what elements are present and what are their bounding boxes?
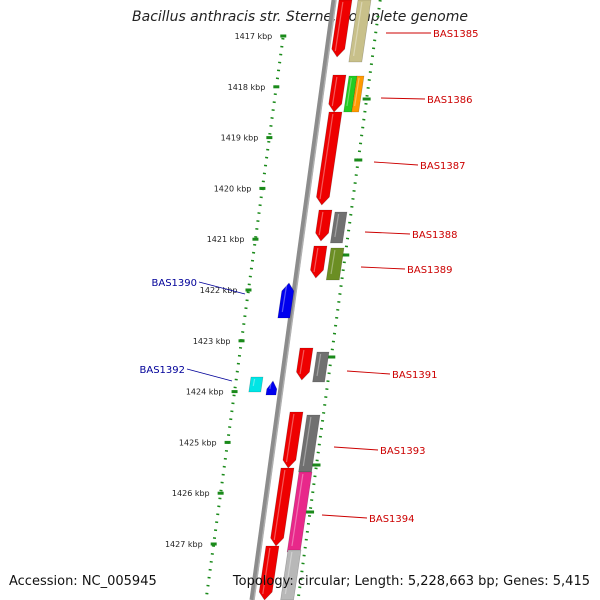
cds-bas1394-sheen	[273, 469, 286, 541]
ruler-tick-label: 1426 kbp	[172, 489, 210, 498]
ruler-dotted-line	[204, 37, 285, 600]
label-leader-line	[186, 368, 233, 382]
ruler-tick-label: 1423 kbp	[193, 337, 231, 346]
feature-khaki-1385-sheen	[353, 1, 363, 57]
label-leader-line	[373, 161, 419, 166]
label-leader-line	[380, 97, 426, 100]
ruler-tick-label: 1422 kbp	[200, 286, 238, 295]
gene-label-bas1387: BAS1387	[420, 161, 466, 172]
ruler-tick-label: 1427 kbp	[165, 540, 203, 549]
feature-olive-1389-sheen	[330, 249, 336, 275]
feature-magenta-1394-sheen	[291, 473, 304, 547]
cds-bas1388-sheen	[318, 211, 324, 236]
feature-khaki-1385	[348, 0, 372, 63]
gene-label-bas1394: BAS1394	[369, 514, 415, 525]
gene-label-bas1388: BAS1388	[412, 230, 458, 241]
cds-bas1387	[316, 111, 343, 206]
label-leader-line	[333, 446, 379, 451]
cds-bas1392	[248, 376, 264, 393]
gene-label-bas1390: BAS1390	[152, 278, 198, 289]
cds-bas1391-sheen	[299, 349, 305, 375]
ruler-tick-label: 1424 kbp	[186, 388, 224, 397]
cds-bas1393-sheen	[285, 413, 295, 463]
gene-label-bas1385: BAS1385	[433, 29, 479, 40]
cds-bas1393	[282, 411, 304, 469]
cds-bas1389-sheen	[313, 247, 319, 273]
cds-bas1386-sheen	[331, 76, 338, 107]
cds-bas1395-sheen	[262, 547, 271, 595]
gene-label-bas1393: BAS1393	[380, 446, 426, 457]
ruler-tick-label: 1418 kbp	[228, 83, 266, 92]
cds-bas1392-sheen	[252, 378, 256, 387]
feature-gray-1388-sheen	[334, 213, 340, 238]
cds-bas1392-small-sheen	[269, 382, 272, 390]
genome-summary-text: Topology: circular; Length: 5,228,663 bp…	[232, 574, 590, 589]
ruler-tick-label: 1417 kbp	[235, 32, 273, 41]
backbone-line	[249, 0, 337, 600]
feature-gray-1391	[312, 351, 330, 383]
gene-label-bas1391: BAS1391	[392, 370, 438, 381]
cds-bas1386	[328, 74, 347, 113]
ruler-tick-label: 1420 kbp	[214, 184, 252, 193]
feature-olive-1389	[325, 247, 345, 281]
ruler-tick-label: 1421 kbp	[207, 235, 245, 244]
accession-text: Accession: NC_005945	[9, 574, 157, 589]
cds-bas1385-sheen	[334, 1, 344, 52]
cds-bas1388	[315, 209, 333, 242]
feature-lightgray-1395	[280, 549, 302, 600]
cds-bas1390-sheen	[281, 284, 288, 313]
cds-bas1391	[296, 347, 314, 381]
feature-gray-1393	[298, 414, 321, 473]
ruler-tick-label: 1419 kbp	[221, 134, 259, 143]
cds-bas1387-sheen	[319, 113, 334, 200]
cds-bas1392-small	[265, 380, 278, 396]
gene-label-bas1386: BAS1386	[427, 95, 473, 106]
feature-orange-1386-sheen	[354, 77, 360, 107]
cds-bas1394	[270, 467, 295, 547]
cds-bas1385	[331, 0, 353, 58]
feature-orange-1386	[351, 75, 365, 113]
feature-green-1386-sheen	[346, 77, 352, 107]
cds-bas1389	[310, 245, 328, 279]
label-leader-line	[360, 266, 406, 270]
backbone-highlight	[253, 0, 337, 600]
label-leader-line	[364, 231, 411, 235]
feature-gray-1393-sheen	[302, 416, 312, 467]
feature-gray-1391-sheen	[316, 353, 322, 377]
gene-label-bas1389: BAS1389	[407, 265, 453, 276]
cds-bas1395	[258, 545, 280, 600]
label-leader-line	[321, 514, 368, 519]
label-leader-line	[346, 370, 391, 375]
feature-lightgray-1395-sheen	[284, 551, 293, 595]
feature-gray-1388	[330, 211, 348, 244]
map-title: Bacillus anthracis str. Sterne, complete…	[132, 9, 468, 25]
gene-label-bas1392: BAS1392	[140, 365, 186, 376]
outer-dotted-line	[296, 0, 382, 600]
cds-bas1390	[277, 282, 295, 319]
ruler-tick-label: 1425 kbp	[179, 438, 217, 447]
label-leader-line	[198, 281, 246, 295]
